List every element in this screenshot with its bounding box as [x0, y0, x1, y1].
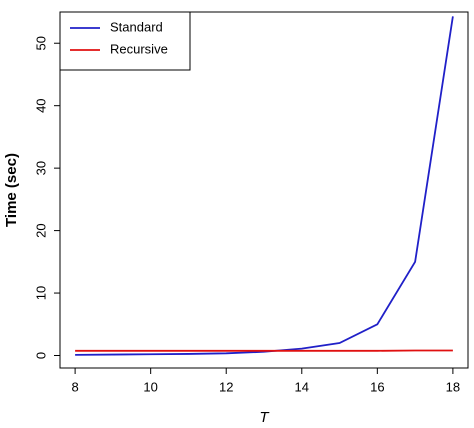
line-series: [75, 16, 454, 356]
x-axis-title: T: [259, 409, 270, 426]
legend-label: Standard: [110, 19, 163, 34]
x-tick-label: 10: [143, 379, 157, 394]
x-tick-label: 16: [370, 379, 384, 394]
y-tick-label: 30: [33, 161, 48, 175]
y-axis-title: Time (sec): [3, 153, 20, 227]
y-tick-label: 10: [33, 286, 48, 300]
y-tick-label: 20: [33, 223, 48, 237]
y-tick-label: 0: [33, 352, 48, 359]
plot-box: [59, 11, 469, 369]
x-tick-label: 8: [71, 379, 78, 394]
y-tick-label: 50: [33, 36, 48, 50]
x-tick-label: 18: [446, 379, 460, 394]
legend-label: Recursive: [110, 41, 168, 56]
y-tick-label: 40: [33, 98, 48, 112]
x-tick-label: 12: [219, 379, 233, 394]
x-tick-label: 14: [295, 379, 309, 394]
legend-box: [59, 11, 191, 71]
